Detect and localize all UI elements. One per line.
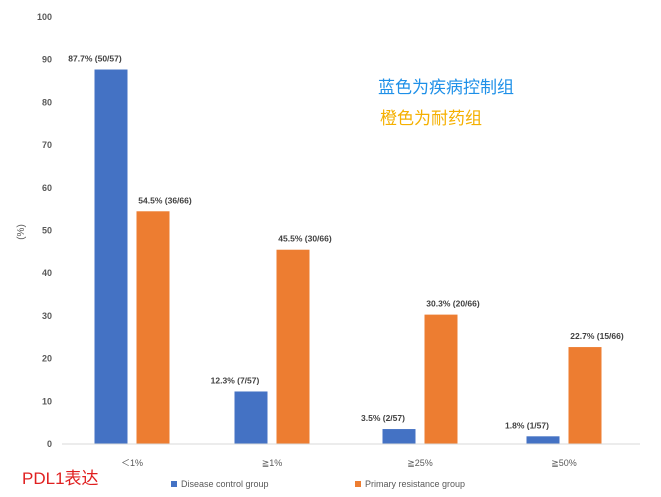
- legend-label: Disease control group: [181, 479, 269, 489]
- data-label: 3.5% (2/57): [361, 413, 405, 423]
- data-label: 54.5% (36/66): [138, 195, 192, 205]
- y-tick-label: 0: [47, 439, 52, 449]
- bar-primary-resistance: [136, 211, 170, 444]
- bar-primary-resistance: [424, 314, 458, 444]
- legend-label: Primary resistance group: [365, 479, 465, 489]
- y-tick-label: 80: [42, 97, 52, 107]
- bar-disease-control: [526, 436, 560, 444]
- bar-primary-resistance: [568, 347, 602, 444]
- legend-swatch-disease-control: [171, 481, 177, 487]
- data-labels: 87.7% (50/57) 54.5% (36/66) 12.3% (7/57) 45…: [68, 54, 624, 431]
- bar-disease-control: [234, 391, 268, 444]
- y-axis-label: (%): [16, 224, 27, 240]
- data-label: 87.7% (50/57): [68, 54, 122, 64]
- y-tick-label: 30: [42, 311, 52, 321]
- x-category-label: ＜1%: [121, 458, 143, 468]
- data-label: 45.5% (30/66): [278, 234, 332, 244]
- bars: [94, 69, 602, 445]
- y-tick-label: 10: [42, 396, 52, 406]
- bar-disease-control: [382, 429, 416, 444]
- data-label: 22.7% (15/66): [570, 331, 624, 341]
- x-category-label: ≧50%: [551, 458, 577, 468]
- y-tick-label: 60: [42, 183, 52, 193]
- y-tick-label: 40: [42, 268, 52, 278]
- data-label: 12.3% (7/57): [211, 375, 260, 385]
- data-label: 30.3% (20/66): [426, 299, 480, 309]
- y-tick-label: 70: [42, 140, 52, 150]
- x-axis: ＜1% ≧1% ≧25% ≧50%: [62, 443, 640, 468]
- blue-group-note: 蓝色为疾病控制组: [378, 78, 514, 97]
- y-tick-label: 50: [42, 226, 52, 236]
- bar-disease-control: [94, 69, 128, 445]
- y-tick-label: 100: [37, 12, 52, 22]
- data-label: 1.8% (1/57): [505, 420, 549, 430]
- bar-primary-resistance: [276, 249, 310, 444]
- orange-group-note: 橙色为耐药组: [380, 109, 482, 128]
- y-tick-label: 90: [42, 55, 52, 65]
- x-category-label: ≧25%: [407, 458, 433, 468]
- pdl1-expression-label: PDL1表达: [22, 469, 99, 488]
- legend: Disease control group Primary resistance …: [171, 479, 465, 489]
- y-tick-label: 20: [42, 354, 52, 364]
- x-category-label: ≧1%: [262, 458, 283, 468]
- legend-swatch-primary-resistance: [355, 481, 361, 487]
- y-axis: 0 10 20 30 40 50 60 70 80 90 100: [37, 12, 52, 449]
